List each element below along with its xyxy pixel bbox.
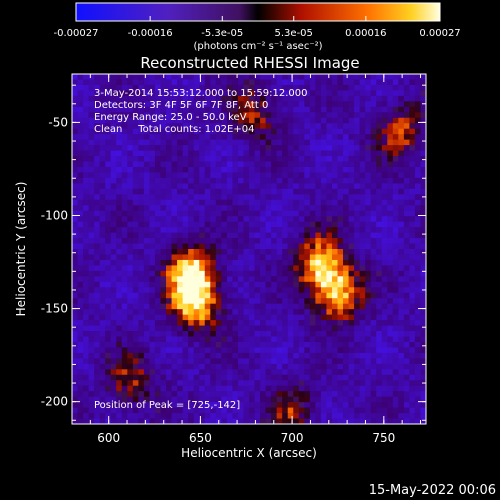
chart-title: Reconstructed RHESSI Image [140,54,359,72]
annotation-time: 3-May-2014 15:53:12.000 to 15:59:12.000 [94,88,307,99]
x-axis-label: Heliocentric X (arcsec) [181,446,317,460]
colorbar-tick-label: -0.00016 [128,28,173,39]
colorbar-tick-label: 5.3e-05 [275,28,313,39]
colorbar-tick-label: 0.00027 [419,28,460,39]
annotation-energy: Energy Range: 25.0 - 50.0 keV [94,112,247,123]
y-axis-label: Heliocentric Y (arcsec) [14,182,28,317]
y-tick-label: -200 [41,395,68,409]
colorbar [75,2,441,22]
annotation-clean: Clean Total counts: 1.02E+04 [94,124,254,135]
axes: 600 650 700 750 -50 -100 -150 -200 [41,74,426,445]
x-tick-label: 600 [97,431,120,445]
y-tick-label: -50 [48,115,68,129]
y-tick-label: -100 [41,208,68,222]
x-tick-label: 650 [189,431,212,445]
peak-label: Position of Peak = [725,-142] [94,400,240,411]
colorbar-ticks: -0.00027 -0.00016 -5.3e-05 5.3e-05 0.00016 0.… [54,16,461,39]
colorbar-tick-label: -0.00027 [54,28,99,39]
colorbar-units: (photons cm⁻² s⁻¹ asec⁻²) [193,41,322,52]
annotation-detectors: Detectors: 3F 4F 5F 6F 7F 8F, Att 0 [94,100,268,111]
y-tick-label: -150 [41,302,68,316]
x-tick-label: 700 [281,431,304,445]
heatmap-image [72,74,427,425]
colorbar-tick-label: -5.3e-05 [201,28,243,39]
colorbar-tick-label: 0.00016 [345,28,386,39]
x-tick-label: 750 [372,431,395,445]
plot-frame [71,73,427,425]
footer-date: 15-May-2022 00:06 [369,483,496,498]
